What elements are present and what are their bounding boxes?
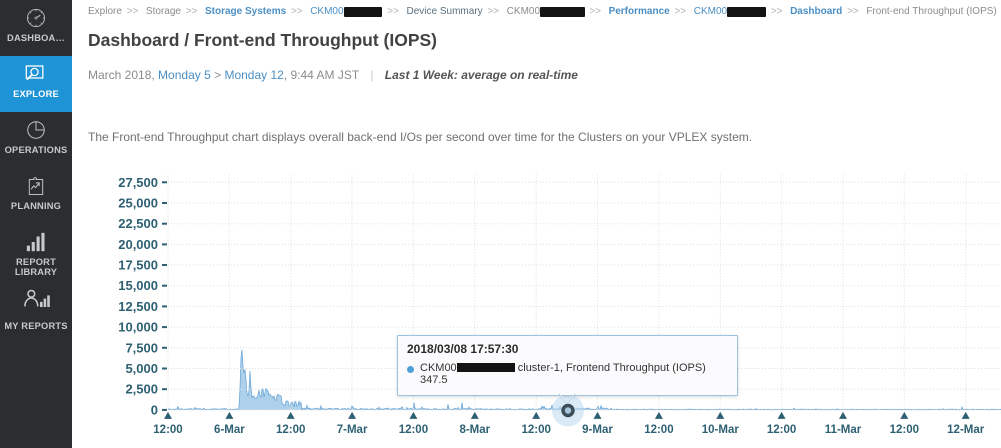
svg-text:12:00: 12:00 [399,424,428,436]
svg-text:6-Mar: 6-Mar [214,424,245,436]
svg-text:12:00: 12:00 [767,424,796,436]
svg-text:9-Mar: 9-Mar [582,424,613,436]
svg-text:17,500: 17,500 [118,258,158,273]
svg-text:22,500: 22,500 [118,216,158,231]
svg-text:5,000: 5,000 [125,361,158,376]
svg-text:12-Mar: 12-Mar [947,424,985,436]
svg-text:25,000: 25,000 [118,196,158,211]
svg-text:10-Mar: 10-Mar [702,424,740,436]
svg-text:12,500: 12,500 [118,299,158,314]
svg-text:12:00: 12:00 [276,424,305,436]
svg-text:0: 0 [151,402,158,417]
svg-text:12:00: 12:00 [521,424,550,436]
svg-text:7-Mar: 7-Mar [337,424,368,436]
svg-text:10,000: 10,000 [118,320,158,335]
svg-text:8-Mar: 8-Mar [459,424,490,436]
svg-text:12:00: 12:00 [890,424,919,436]
svg-text:11-Mar: 11-Mar [825,424,862,436]
svg-text:12:00: 12:00 [153,424,182,436]
svg-text:2,500: 2,500 [125,382,158,397]
svg-text:7,500: 7,500 [125,340,158,355]
svg-text:15,000: 15,000 [118,278,158,293]
svg-text:27,500: 27,500 [118,175,158,190]
svg-text:12:00: 12:00 [644,424,673,436]
svg-text:20,000: 20,000 [118,237,158,252]
